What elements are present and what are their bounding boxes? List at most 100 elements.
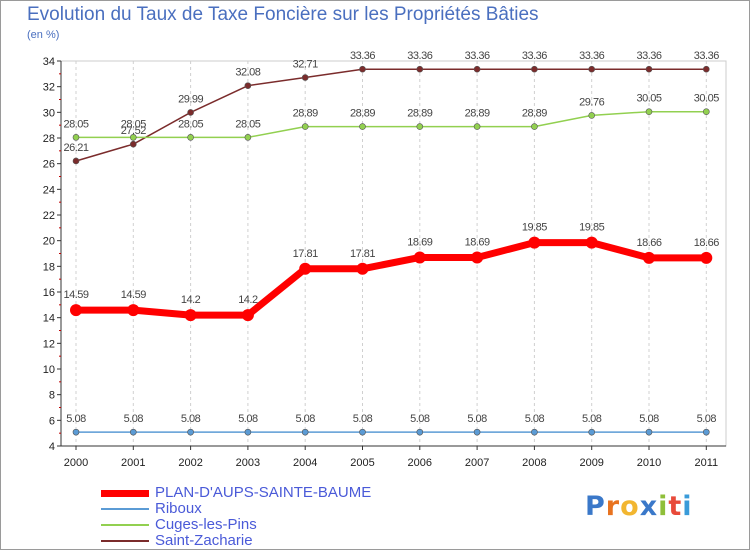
logo-letter: o [620, 491, 640, 522]
data-label: 28.05 [178, 118, 203, 130]
data-point [70, 304, 82, 317]
data-point [187, 109, 194, 116]
y-tick-label: 18 [43, 261, 55, 273]
data-point [301, 123, 309, 130]
data-point [588, 65, 596, 73]
x-tick-label: 2006 [408, 457, 432, 469]
data-point [416, 65, 424, 73]
x-tick-label: 2000 [64, 457, 88, 469]
x-tick-label: 2010 [637, 457, 661, 469]
y-tick-label: 20 [43, 236, 55, 248]
data-label: 33.36 [636, 50, 661, 62]
y-tick-label: 32 [43, 82, 55, 94]
data-point [645, 108, 653, 115]
data-label: 30.05 [636, 93, 661, 105]
x-tick-label: 2007 [465, 457, 489, 469]
data-point [72, 134, 80, 141]
data-point [531, 428, 538, 436]
data-point [413, 251, 426, 264]
data-label: 14.2 [181, 294, 201, 306]
data-label: 28.89 [407, 108, 432, 120]
data-point [301, 428, 309, 436]
legend-label: Riboux [155, 500, 202, 517]
x-tick-label: 2008 [522, 457, 546, 469]
data-label: 28.89 [522, 108, 547, 120]
data-label: 33.36 [579, 50, 604, 62]
data-label: 14.59 [63, 289, 88, 301]
data-point [244, 428, 252, 436]
data-label: 30.05 [694, 93, 719, 105]
data-label: 5.08 [582, 413, 602, 425]
data-point [473, 65, 481, 73]
x-tick-label: 2001 [121, 457, 145, 469]
y-tick-label: 26 [43, 159, 55, 171]
y-tick-label: 8 [49, 390, 55, 402]
data-point [130, 140, 137, 148]
legend-label: Cuges-les-Pins [155, 516, 257, 533]
data-point [643, 251, 655, 264]
data-label: 33.36 [407, 50, 432, 62]
x-tick-label: 2005 [350, 457, 374, 469]
data-label: 5.08 [238, 413, 258, 425]
proxiti-logo: Proxiti [585, 491, 693, 522]
y-tick-label: 16 [43, 287, 55, 299]
logo-letter: P [585, 491, 606, 522]
data-label: 5.08 [410, 413, 430, 425]
legend-swatch [101, 540, 149, 542]
chart-subtitle: (en %) [27, 29, 60, 41]
data-point [531, 123, 538, 130]
data-label: 33.36 [350, 50, 375, 62]
data-label: 32.71 [293, 59, 318, 71]
data-label: 28.05 [63, 118, 88, 130]
data-label: 28.89 [465, 108, 490, 120]
data-point [416, 123, 424, 130]
data-point [702, 428, 710, 436]
data-point [359, 65, 366, 73]
y-tick-label: 10 [43, 364, 55, 376]
data-point [645, 428, 653, 436]
y-tick-label: 12 [43, 338, 55, 350]
data-label: 26.21 [63, 142, 88, 154]
y-tick-label: 28 [43, 133, 55, 145]
x-tick-label: 2011 [694, 457, 718, 469]
x-tick-label: 2003 [236, 457, 260, 469]
data-label: 5.08 [353, 413, 373, 425]
data-point [416, 428, 424, 436]
data-label: 27.52 [121, 125, 146, 137]
data-point [241, 309, 254, 322]
y-tick-label: 4 [49, 441, 55, 453]
data-point [588, 112, 596, 119]
y-tick-label: 6 [49, 415, 55, 427]
data-label: 18.69 [407, 236, 432, 248]
chart-title: Evolution du Taux de Taxe Foncière sur l… [27, 4, 539, 25]
data-label: 5.08 [697, 413, 717, 425]
data-label: 5.08 [467, 413, 487, 425]
data-label: 18.69 [465, 236, 490, 248]
data-point [702, 65, 710, 73]
data-point [244, 134, 252, 141]
logo-letter: t [668, 491, 683, 522]
x-tick-label: 2009 [579, 457, 603, 469]
data-label: 14.59 [121, 289, 146, 301]
logo-letter: x [639, 491, 659, 522]
data-label: 17.81 [350, 248, 375, 260]
data-label: 28.05 [121, 118, 146, 130]
data-point [531, 65, 538, 73]
data-point [471, 251, 484, 264]
data-point [588, 428, 596, 436]
data-point [187, 428, 194, 436]
data-label: 18.66 [636, 237, 661, 249]
y-tick-label: 34 [43, 56, 55, 68]
data-point [700, 251, 713, 264]
data-label: 33.36 [522, 50, 547, 62]
data-label: 5.08 [66, 413, 86, 425]
legend-label: Saint-Zacharie [155, 532, 253, 549]
data-point [645, 65, 653, 73]
data-label: 19.85 [522, 222, 547, 234]
data-point [187, 134, 194, 141]
data-label: 28.89 [350, 108, 375, 120]
data-label: 5.08 [639, 413, 659, 425]
x-tick-label: 2002 [178, 457, 202, 469]
